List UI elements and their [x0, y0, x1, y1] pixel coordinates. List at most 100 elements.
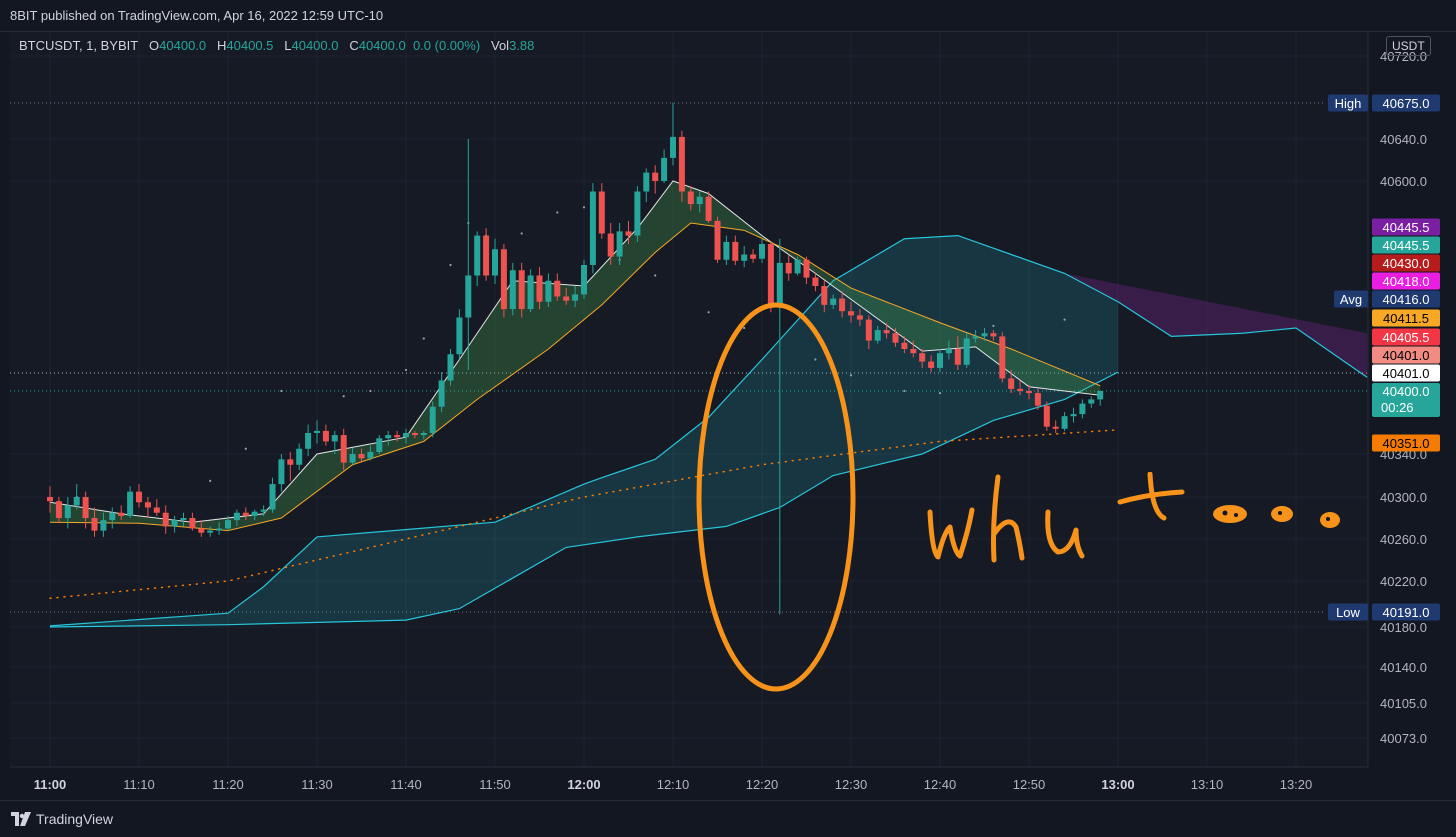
- price-label-box: [1372, 272, 1440, 290]
- candle-body: [892, 333, 899, 343]
- candle-body: [883, 330, 890, 334]
- candle-body: [910, 349, 917, 354]
- candle-body: [545, 280, 552, 302]
- candle-body: [928, 361, 935, 368]
- bollinger-band-fill: [50, 235, 1118, 627]
- candle-body: [937, 353, 943, 368]
- candle-body: [411, 433, 418, 436]
- candle-body: [1079, 403, 1086, 415]
- open-value: 40400.0: [159, 38, 207, 53]
- bollinger-lower-line: [49, 371, 1119, 628]
- candle-body: [839, 298, 846, 312]
- candle-body: [465, 275, 472, 318]
- candle-body: [1088, 399, 1095, 404]
- low-value: 40400.0: [291, 38, 339, 53]
- candle-body: [456, 317, 463, 355]
- x-tick-label: 11:30: [301, 777, 333, 792]
- candle-body: [349, 454, 356, 463]
- psar-dot: [369, 389, 372, 393]
- candle-body: [136, 491, 142, 503]
- candle-body: [643, 172, 650, 192]
- candle-body: [296, 448, 303, 465]
- candle-body: [322, 430, 329, 442]
- price-label-value: 40416.0: [1383, 292, 1430, 307]
- ohlc-legend: BTCUSDT, 1, BYBIT O40400.0 H40400.5 L404…: [19, 38, 534, 53]
- candle-body: [340, 435, 347, 463]
- candle-body: [812, 277, 819, 286]
- candle-body: [598, 191, 605, 234]
- candle-body: [314, 430, 320, 433]
- x-tick-label: 12:30: [835, 777, 868, 792]
- candle-body: [492, 249, 498, 276]
- price-label-value: 40445.5: [1383, 238, 1430, 253]
- candle-body: [153, 507, 160, 513]
- candle-body: [55, 501, 62, 518]
- candle-body: [696, 196, 703, 205]
- price-label-name: Avg: [1340, 292, 1362, 307]
- price-labels: 40675.0 High 40445.5 40445.5 40430.0 40418.0 4…: [1328, 94, 1440, 621]
- candle-body: [216, 528, 223, 531]
- tradingview-brand[interactable]: TradingView: [36, 811, 114, 827]
- candle-body: [500, 249, 507, 310]
- candle-body: [171, 520, 178, 527]
- psar-dot: [938, 392, 942, 395]
- candle-body: [225, 520, 231, 529]
- chart-area[interactable]: [10, 32, 1368, 767]
- psar-dot: [903, 389, 906, 393]
- candle-body: [483, 235, 490, 276]
- candle-body: [1070, 414, 1077, 417]
- candle-body: [287, 459, 294, 465]
- high-label: H: [217, 38, 227, 53]
- candle-body: [100, 520, 107, 531]
- price-label-value: 40351.0: [1383, 436, 1430, 451]
- x-tick-label: 11:50: [479, 777, 511, 792]
- y-tick-label: 40300.0: [1380, 490, 1427, 505]
- price-label-box: [1372, 254, 1440, 272]
- candle-body: [278, 459, 285, 485]
- candle-body: [999, 336, 1006, 379]
- candle-body: [385, 435, 392, 439]
- candle-body: [607, 233, 614, 257]
- x-tick-label: 11:00: [34, 777, 67, 792]
- candle-body: [1052, 426, 1059, 429]
- candle-body: [901, 342, 908, 349]
- candle-body: [670, 136, 676, 158]
- candle-body: [1026, 391, 1032, 394]
- price-label-box: [1372, 383, 1440, 417]
- price-label-value: 40675.0: [1383, 96, 1430, 111]
- y-tick-label: 40260.0: [1380, 532, 1427, 547]
- change-value: 0.0 (0.00%): [412, 38, 481, 53]
- candle-body: [803, 259, 810, 278]
- candle-body: [527, 275, 534, 310]
- candle-body: [919, 353, 926, 362]
- candle-body: [1043, 405, 1050, 427]
- candle-body: [678, 136, 685, 192]
- x-tick-label: 11:40: [390, 777, 422, 792]
- candle-body: [429, 406, 436, 433]
- price-label-value: 40400.0: [1383, 384, 1430, 399]
- candle-body: [1017, 388, 1024, 391]
- candle-body: [447, 354, 454, 381]
- candle-body: [741, 254, 748, 261]
- handwritten-annotation: [927, 472, 1340, 563]
- currency-button[interactable]: USDT: [1386, 36, 1431, 56]
- candle-body: [144, 502, 151, 508]
- candle-body: [1097, 391, 1104, 400]
- candle-body: [874, 330, 881, 341]
- candle-body: [865, 319, 872, 341]
- highlight-ellipse: [696, 302, 856, 692]
- price-label-name: High: [1335, 96, 1362, 111]
- candle-body: [750, 254, 757, 259]
- candle-body: [474, 235, 481, 276]
- tradingview-logo-icon: [11, 812, 31, 826]
- candle-body: [589, 191, 596, 265]
- candle-body: [251, 511, 258, 516]
- candle-body: [856, 315, 863, 320]
- y-tick-label: 40220.0: [1380, 574, 1427, 589]
- candle-body: [563, 296, 570, 301]
- symbol-label[interactable]: BTCUSDT, 1, BYBIT: [19, 38, 139, 53]
- psar-dot: [992, 324, 995, 327]
- x-tick-label: 12:10: [657, 777, 690, 792]
- candle-body: [118, 512, 125, 516]
